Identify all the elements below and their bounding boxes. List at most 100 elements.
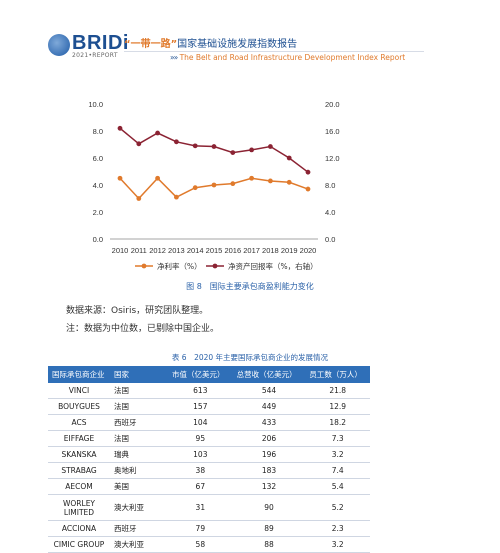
x-tick-label: 2015 bbox=[206, 246, 223, 255]
series-0-point bbox=[174, 194, 179, 200]
cell-market-cap: 157 bbox=[168, 398, 233, 415]
series-0-point bbox=[155, 175, 161, 181]
table-row: ACCIONA 西班牙 79 89 2.3 bbox=[48, 520, 370, 537]
table-row: ACS 西班牙 104 433 18.2 bbox=[48, 414, 370, 431]
cell-country: 法国 bbox=[110, 430, 168, 447]
series-line-1 bbox=[119, 127, 309, 173]
series-1-point bbox=[249, 147, 255, 153]
cell-country: 奥地利 bbox=[110, 462, 168, 479]
y-left-tick-label: 4.0 bbox=[93, 181, 103, 190]
cell-market-cap: 67 bbox=[168, 478, 233, 495]
series-1-point bbox=[174, 139, 179, 145]
cell-employees: 3.2 bbox=[305, 536, 370, 553]
series-1-point bbox=[211, 144, 217, 149]
series-0-point bbox=[192, 185, 198, 191]
table-row: BOUYGUES 法国 157 449 12.9 bbox=[48, 398, 370, 415]
series-0-point bbox=[230, 181, 236, 187]
table-header-row: 国际承包商企业 国家 市值（亿美元） 总营收（亿美元） 员工数（万人） bbox=[48, 366, 370, 383]
y-right-tick-label: 0.0 bbox=[325, 235, 335, 244]
cell-revenue: 132 bbox=[232, 478, 306, 495]
cell-country: 西班牙 bbox=[110, 520, 168, 537]
table-row: WORLEY LIMITED 澳大利亚 31 90 5.2 bbox=[48, 494, 370, 521]
series-1-point bbox=[155, 130, 161, 136]
cell-employees: 5.2 bbox=[305, 494, 370, 521]
cell-revenue: 88 bbox=[232, 536, 306, 553]
cell-market-cap: 95 bbox=[168, 430, 233, 447]
series-1-point bbox=[305, 169, 311, 175]
cell-revenue: 206 bbox=[232, 430, 306, 447]
x-tick-label: 2011 bbox=[131, 246, 147, 255]
x-tick-label: 2010 bbox=[112, 246, 129, 255]
cell-market-cap: 613 bbox=[168, 383, 233, 399]
profitability-chart: 10.0 8.0 6.0 4.0 2.0 0.0 20.0 16.0 12.0 8.0 4.0 0.0… bbox=[88, 100, 340, 271]
cell-company: AECOM bbox=[48, 478, 110, 495]
globe-icon bbox=[48, 34, 70, 56]
legend-label: 净资产回报率（%，右轴） bbox=[228, 261, 318, 271]
series-1-point bbox=[230, 150, 236, 155]
cell-revenue: 196 bbox=[232, 446, 306, 463]
cell-revenue: 449 bbox=[232, 398, 306, 415]
cell-revenue: 433 bbox=[232, 414, 306, 431]
cell-market-cap: 79 bbox=[168, 520, 233, 537]
y-left-tick-label: 10.0 bbox=[88, 100, 103, 109]
bridi-logo: BRIDi 2021•REPORT bbox=[48, 32, 133, 64]
y-left-tick-label: 0.0 bbox=[93, 235, 103, 244]
series-0-point bbox=[268, 178, 273, 184]
legend-swatch-marker bbox=[212, 263, 218, 269]
cell-company: WORLEY LIMITED bbox=[48, 494, 110, 521]
cell-country: 澳大利亚 bbox=[110, 536, 168, 553]
series-line-0 bbox=[119, 177, 309, 200]
cell-revenue: 89 bbox=[232, 520, 306, 537]
cell-company: VINCI bbox=[48, 383, 110, 399]
x-tick-label: 2014 bbox=[187, 246, 204, 255]
series-1-point bbox=[136, 141, 142, 147]
y-left-tick-label: 2.0 bbox=[93, 208, 103, 217]
figure-caption: 图 8 国际主要承包商盈利能力变化 bbox=[186, 282, 314, 291]
report-header: BRIDi 2021•REPORT “一带一路”国家基础设施发展指数报告 »» … bbox=[0, 0, 500, 75]
series-0-point bbox=[117, 175, 123, 181]
col-header-country: 国家 bbox=[110, 366, 168, 383]
cell-country: 法国 bbox=[110, 398, 168, 415]
series-0-point bbox=[286, 179, 292, 185]
series-0-point bbox=[211, 182, 217, 188]
y-right-tick-label: 16.0 bbox=[325, 127, 340, 136]
median-note: 注：数据为中位数，已剔除中国企业。 bbox=[66, 324, 220, 334]
y-right-tick-label: 8.0 bbox=[325, 181, 335, 190]
cell-country: 澳大利亚 bbox=[110, 494, 168, 521]
data-source-note: 数据来源：Osiris，研究团队整理。 bbox=[66, 306, 209, 316]
cell-company: BOUYGUES bbox=[48, 398, 110, 415]
cell-market-cap: 31 bbox=[168, 494, 233, 521]
y-right-tick-label: 20.0 bbox=[325, 100, 340, 109]
series-0-point bbox=[249, 175, 255, 181]
col-header-company: 国际承包商企业 bbox=[48, 366, 110, 383]
arrows-icon: »» bbox=[170, 53, 178, 62]
x-tick-label: 2020 bbox=[300, 246, 317, 255]
cell-country: 美国 bbox=[110, 478, 168, 495]
cell-revenue: 183 bbox=[232, 462, 306, 479]
cell-employees: 2.3 bbox=[305, 520, 370, 537]
logo-subtext: 2021•REPORT bbox=[72, 52, 118, 59]
series-1-point bbox=[268, 144, 273, 149]
header-divider bbox=[124, 51, 424, 52]
cell-employees: 5.4 bbox=[305, 478, 370, 495]
col-header-employees: 员工数（万人） bbox=[305, 366, 370, 383]
y-left-tick-label: 8.0 bbox=[93, 127, 103, 136]
series-1-point bbox=[192, 143, 198, 149]
table-caption: 表 6 2020 年主要国际承包商企业的发展情况 bbox=[171, 353, 329, 362]
cell-revenue: 90 bbox=[232, 494, 306, 521]
table-row: EIFFAGE 法国 95 206 7.3 bbox=[48, 430, 370, 447]
report-title-cn: “一带一路”国家基础设施发展指数报告 bbox=[124, 35, 297, 50]
table-row: AECOM 美国 67 132 5.4 bbox=[48, 478, 370, 495]
table-row: VINCI 法国 613 544 21.8 bbox=[48, 383, 370, 399]
col-header-revenue: 总营收（亿美元） bbox=[232, 366, 306, 383]
series-1-point bbox=[117, 125, 123, 131]
cell-market-cap: 103 bbox=[168, 446, 233, 463]
y-right-tick-label: 12.0 bbox=[325, 154, 340, 163]
x-tick-label: 2018 bbox=[262, 246, 279, 255]
x-tick-label: 2019 bbox=[281, 246, 298, 255]
x-tick-label: 2012 bbox=[149, 246, 166, 255]
cell-revenue: 544 bbox=[232, 383, 306, 399]
y-right-tick-label: 4.0 bbox=[325, 208, 335, 217]
x-tick-label: 2013 bbox=[168, 246, 185, 255]
cell-company: STRABAG bbox=[48, 462, 110, 479]
